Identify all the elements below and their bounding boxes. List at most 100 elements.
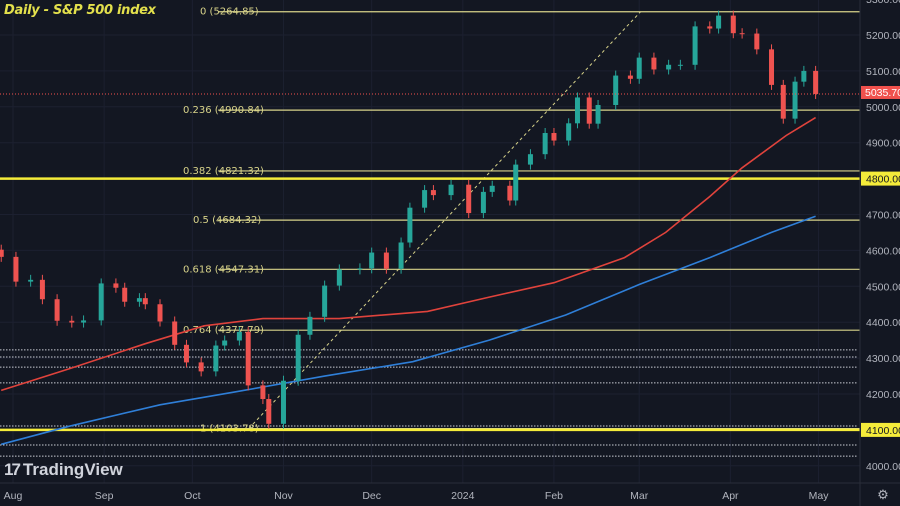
candle xyxy=(183,339,189,368)
candle-body xyxy=(627,75,633,79)
tradingview-logo[interactable]: 17 TradingView xyxy=(4,460,123,480)
time-tick-label: May xyxy=(809,490,830,502)
candle xyxy=(507,180,513,206)
candle xyxy=(357,263,363,275)
price-tick-label: 5100.00 xyxy=(866,66,900,78)
candle xyxy=(407,202,413,248)
candle xyxy=(636,52,642,84)
logo-text: TradingView xyxy=(22,460,123,479)
candle xyxy=(692,21,698,70)
candle-body xyxy=(769,49,775,85)
settings-gear-icon[interactable]: ⚙ xyxy=(877,487,889,502)
candle xyxy=(245,326,251,391)
candle xyxy=(0,244,4,262)
candle-body xyxy=(0,249,4,257)
fib-level-label: 0.5 (4684.32) xyxy=(193,215,261,226)
candle-body xyxy=(322,285,328,317)
candle-body xyxy=(507,185,513,201)
fib-level-label: 0.382 (4821.32) xyxy=(183,166,264,177)
candle xyxy=(322,280,328,322)
candle-body xyxy=(448,184,454,196)
candle-body xyxy=(54,299,60,321)
candle-body xyxy=(183,344,189,363)
candle xyxy=(527,149,533,170)
candle-body xyxy=(542,133,548,155)
candle-body xyxy=(369,252,375,269)
chart-title: Daily - S&P 500 index xyxy=(4,3,156,18)
candle xyxy=(198,357,204,377)
candle xyxy=(398,237,404,274)
candle xyxy=(295,329,301,386)
candle xyxy=(54,294,60,326)
candle-body xyxy=(551,133,557,141)
candle xyxy=(113,278,119,293)
candle xyxy=(236,326,242,346)
candle-body xyxy=(172,321,178,345)
candle xyxy=(466,179,472,219)
candle xyxy=(39,274,45,305)
candle-body xyxy=(236,331,242,341)
time-tick-label: Sep xyxy=(95,490,114,502)
candle-body xyxy=(677,64,683,66)
candle-body xyxy=(336,269,342,286)
candle xyxy=(542,128,548,160)
candle xyxy=(813,65,819,99)
candle xyxy=(122,282,128,307)
candle-body xyxy=(13,256,19,282)
candle xyxy=(28,274,34,287)
candle-body xyxy=(754,33,760,50)
candle-body xyxy=(260,385,266,400)
last-price-badge-label: 5035.70 xyxy=(865,87,900,99)
candle xyxy=(266,394,272,429)
price-tick-label: 4200.00 xyxy=(866,389,900,401)
price-tick-label: 4900.00 xyxy=(866,138,900,150)
candle-body xyxy=(566,123,572,141)
candle-body xyxy=(280,380,286,424)
price-tick-label: 4300.00 xyxy=(866,353,900,365)
candle-body xyxy=(801,70,807,82)
candle-body xyxy=(142,298,148,305)
candle-body xyxy=(222,340,228,346)
candle xyxy=(98,278,104,326)
fib-level-label: 0.618 (4547.31) xyxy=(183,264,264,275)
time-tick-label: Feb xyxy=(545,490,563,502)
time-tick-label: Oct xyxy=(184,490,200,502)
key-level-badge xyxy=(861,171,900,186)
candle xyxy=(13,251,19,287)
candle-body xyxy=(122,287,128,302)
candle xyxy=(513,159,519,206)
price-tick-label: 4500.00 xyxy=(866,281,900,293)
time-tick-label: Apr xyxy=(722,490,739,502)
candle xyxy=(677,59,683,70)
candle xyxy=(707,21,713,34)
key-level-badge-label: 4800.00 xyxy=(866,174,900,186)
key-level-badge-label: 4100.00 xyxy=(866,425,900,437)
candle xyxy=(81,315,87,328)
price-tick-label: 4700.00 xyxy=(866,210,900,222)
key-level-badge xyxy=(861,422,900,437)
fib-level-label: 0.764 (4377.79) xyxy=(183,325,264,336)
price-tick-label: 4000.00 xyxy=(866,461,900,473)
last-price-badge xyxy=(861,85,900,99)
candle-body xyxy=(357,268,363,270)
candle xyxy=(754,28,760,55)
candle-body xyxy=(295,334,301,381)
candle xyxy=(172,316,178,350)
candle xyxy=(422,185,428,213)
time-tick-label: Dec xyxy=(362,490,381,502)
candle xyxy=(769,44,775,90)
candle-body xyxy=(157,304,163,322)
candle-body xyxy=(527,154,533,165)
candle-body xyxy=(586,97,592,124)
candle-body xyxy=(707,26,713,29)
candle xyxy=(666,59,672,75)
candle xyxy=(627,70,633,84)
candle xyxy=(480,186,486,219)
candle-body xyxy=(613,75,619,106)
candle xyxy=(157,299,163,327)
time-tick-label: Mar xyxy=(630,490,649,502)
candle xyxy=(142,293,148,310)
candle xyxy=(260,380,266,405)
